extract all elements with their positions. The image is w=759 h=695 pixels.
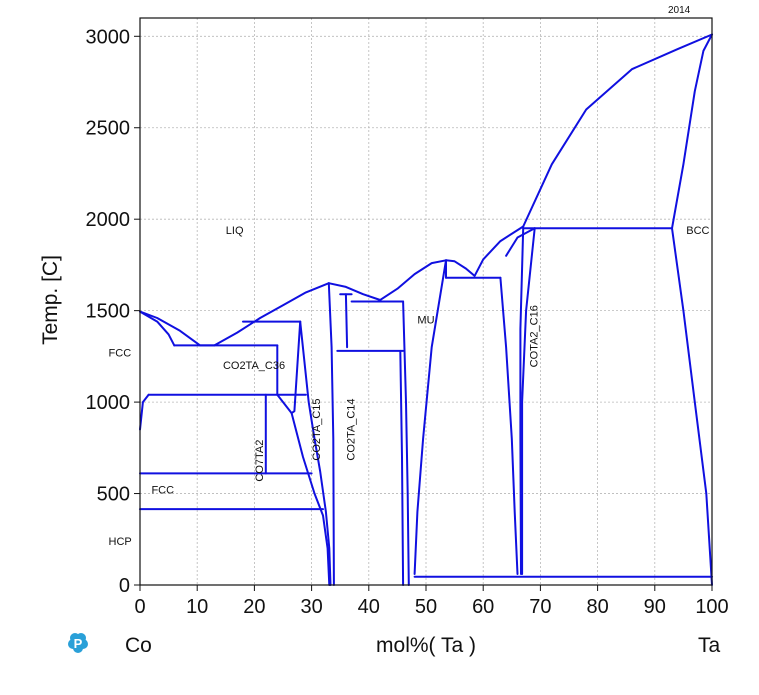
phase-label: CO2TA_C14 — [346, 398, 358, 460]
y-tick-label: 2500 — [86, 118, 131, 140]
y-axis-title: Temp. [C] — [39, 255, 62, 345]
phase-boundary — [276, 320, 302, 415]
phase-label: CO2TA_C15 — [311, 398, 323, 460]
y-tick-label: 2000 — [86, 209, 131, 231]
corner-label: 2014 — [668, 5, 691, 16]
left-element-label: Co — [125, 634, 152, 657]
phase-boundary — [399, 349, 405, 586]
x-tick-label: 100 — [695, 596, 728, 618]
logo-icon: P — [68, 633, 88, 653]
phase-label: FCC — [109, 347, 132, 359]
phase-boundary — [327, 282, 382, 301]
phase-label: CO2TA_C36 — [223, 360, 285, 372]
x-tick-label: 30 — [300, 596, 322, 618]
x-tick-label: 70 — [529, 596, 551, 618]
x-tick-label: 40 — [358, 596, 380, 618]
phase-boundary — [299, 320, 332, 586]
phase-label: LIQ — [226, 225, 244, 237]
y-tick-label: 0 — [119, 575, 130, 597]
x-tick-label: 20 — [243, 596, 265, 618]
phase-boundary — [522, 33, 713, 228]
y-tick-label: 500 — [97, 484, 130, 506]
phase-label: HCP — [109, 536, 132, 548]
x-tick-label: 50 — [415, 596, 437, 618]
x-tick-label: 80 — [586, 596, 608, 618]
x-tick-label: 90 — [644, 596, 666, 618]
phase-labels: LIQ FCC FCC HCP CO2TA_C36 CO2TA_C15 CO7TA2 CO2T… — [109, 225, 710, 548]
phase-boundary — [445, 259, 476, 277]
phase-label: MU — [417, 314, 434, 326]
phase-boundary — [499, 276, 519, 575]
phase-boundary — [473, 225, 525, 277]
phase-boundary — [519, 227, 525, 575]
phase-boundary — [290, 412, 331, 586]
phase-boundaries — [139, 33, 713, 586]
phase-boundary — [671, 33, 713, 230]
phase-label: COTA2_C16 — [529, 305, 541, 367]
phase-boundary — [139, 310, 176, 347]
y-tick-label: 1000 — [86, 392, 131, 414]
right-element-label: Ta — [698, 634, 721, 657]
x-tick-label: 60 — [472, 596, 494, 618]
phase-boundary — [505, 227, 536, 257]
grid — [140, 18, 712, 585]
y-tick-label: 3000 — [86, 26, 131, 48]
x-axis-title: mol%( Ta ) — [376, 634, 476, 657]
x-tick-label: 0 — [134, 596, 145, 618]
phase-boundary — [213, 282, 330, 347]
phase-boundary — [379, 259, 447, 301]
phase-boundary — [671, 227, 713, 586]
svg-text:P: P — [74, 636, 83, 651]
y-axis: 0 500 1000 1500 2000 2500 3000 — [86, 26, 140, 597]
phase-label: BCC — [686, 225, 709, 237]
phase-boundary — [327, 282, 335, 586]
phase-boundary — [413, 259, 447, 575]
phase-boundary — [139, 393, 150, 431]
x-tick-label: 10 — [186, 596, 208, 618]
phase-boundary — [402, 300, 410, 586]
y-tick-label: 1500 — [86, 301, 131, 323]
x-axis: 0 10 20 30 40 50 60 70 80 90 100 — [134, 585, 729, 618]
phase-label: CO7TA2 — [254, 440, 266, 482]
phase-boundary — [521, 227, 536, 575]
phase-boundary — [344, 293, 349, 349]
phase-label: FCC — [151, 485, 174, 497]
phase-boundary — [139, 310, 216, 347]
